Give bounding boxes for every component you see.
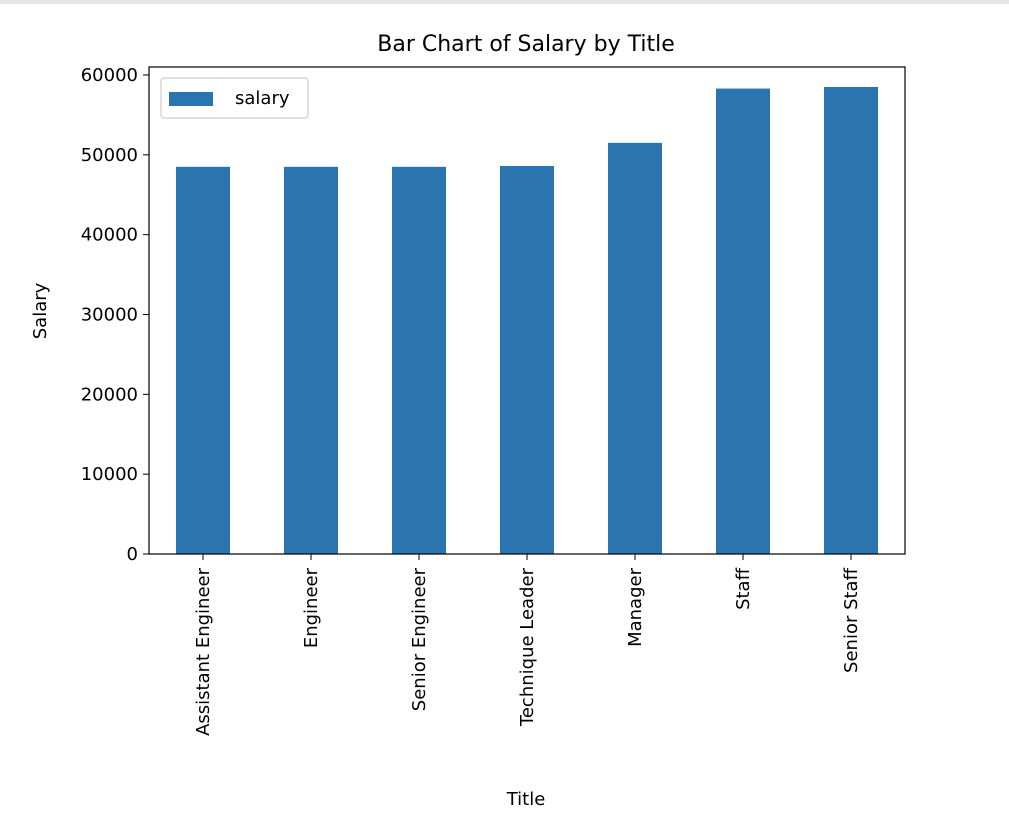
bar xyxy=(176,166,230,554)
x-tick-label: Senior Engineer xyxy=(409,567,430,711)
bar xyxy=(716,88,770,555)
notebook-top-rule xyxy=(0,0,1009,4)
y-axis-ticks: 0 10000 20000 30000 40000 50000 60000 xyxy=(81,65,149,565)
y-tick-label: 20000 xyxy=(81,384,138,405)
x-tick-label: Manager xyxy=(625,567,646,646)
y-tick-label: 30000 xyxy=(81,304,138,325)
legend-swatch xyxy=(169,92,213,106)
bar xyxy=(500,165,554,555)
legend: salary xyxy=(160,77,309,119)
x-tick-label: Assistant Engineer xyxy=(193,567,214,735)
y-tick-label: 40000 xyxy=(81,225,138,246)
x-tick-label: Engineer xyxy=(301,567,322,648)
bar xyxy=(392,166,446,554)
plot-frame xyxy=(148,66,906,555)
bar xyxy=(608,142,662,554)
x-axis-ticks: Assistant Engineer Engineer Senior Enginee… xyxy=(193,554,862,736)
y-tick-label: 10000 xyxy=(81,464,138,485)
y-tick-label: 50000 xyxy=(81,145,138,166)
y-tick-label: 60000 xyxy=(81,65,138,86)
x-axis-label: Title xyxy=(506,789,546,810)
bars-group xyxy=(176,86,878,555)
x-tick-label: Senior Staff xyxy=(841,567,862,673)
bar xyxy=(284,166,338,554)
y-axis-label: Salary xyxy=(30,282,51,339)
chart-title: Bar Chart of Salary by Title xyxy=(377,32,674,57)
x-tick-label: Technique Leader xyxy=(517,567,538,727)
y-tick-label: 0 xyxy=(127,544,138,565)
legend-box xyxy=(160,77,309,119)
x-tick-label: Staff xyxy=(733,567,754,610)
bar xyxy=(824,86,878,554)
legend-label: salary xyxy=(235,88,290,109)
